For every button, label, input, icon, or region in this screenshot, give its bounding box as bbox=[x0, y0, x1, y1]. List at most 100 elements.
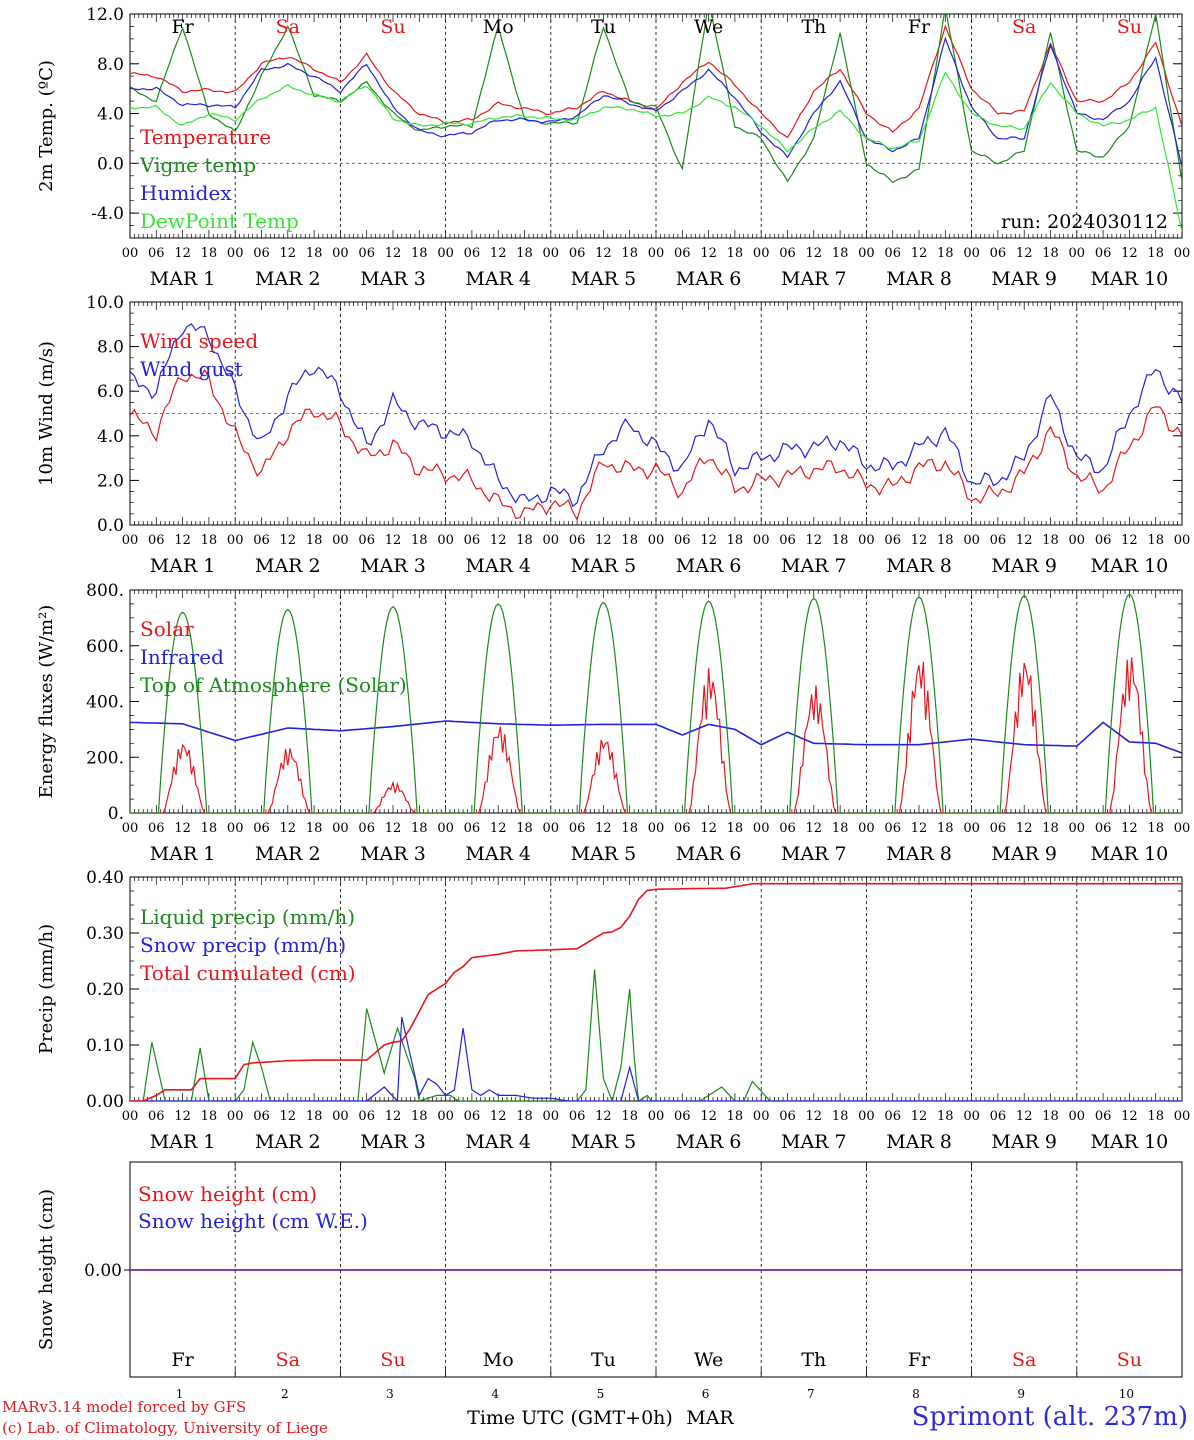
date-label: MAR 10 bbox=[1091, 843, 1169, 865]
hour-tick-label: 06 bbox=[148, 246, 165, 261]
y-tick-label: 10.0 bbox=[86, 293, 124, 313]
date-label: MAR 6 bbox=[676, 843, 742, 865]
hour-tick-label: 06 bbox=[358, 821, 375, 836]
y-tick-label: 8.0 bbox=[97, 55, 124, 75]
day-number-label: 6 bbox=[702, 1387, 710, 1401]
date-label: MAR 5 bbox=[571, 843, 637, 865]
hour-tick-label: 12 bbox=[911, 533, 928, 548]
date-label: MAR 3 bbox=[360, 843, 426, 865]
hour-tick-label: 00 bbox=[648, 1109, 665, 1124]
hour-tick-label: 06 bbox=[674, 1109, 691, 1124]
hour-tick-label: 18 bbox=[621, 821, 638, 836]
hour-tick-label: 06 bbox=[779, 821, 796, 836]
y-tick-label: 8.0 bbox=[97, 338, 124, 358]
y-tick-label: 0.0 bbox=[97, 516, 124, 536]
series-line-temperature bbox=[130, 24, 1182, 139]
hour-tick-label: 18 bbox=[1042, 533, 1059, 548]
hour-tick-label: 06 bbox=[253, 246, 270, 261]
hour-tick-label: 18 bbox=[1042, 821, 1059, 836]
hour-tick-label: 18 bbox=[306, 821, 323, 836]
date-label: MAR 9 bbox=[991, 843, 1057, 865]
hour-tick-label: 00 bbox=[963, 1109, 980, 1124]
hour-tick-label: 00 bbox=[858, 821, 875, 836]
hour-tick-label: 12 bbox=[174, 1109, 191, 1124]
hour-tick-label: 00 bbox=[543, 821, 560, 836]
hour-tick-label: 00 bbox=[543, 1109, 560, 1124]
weekday-label-bottom: We bbox=[694, 1349, 723, 1371]
weekday-label-top: Fr bbox=[171, 16, 194, 38]
hour-tick-label: 00 bbox=[122, 533, 139, 548]
hour-tick-label: 12 bbox=[1016, 1109, 1033, 1124]
hour-tick-label: 00 bbox=[227, 1109, 244, 1124]
y-axis-label: 2m Temp. (ºC) bbox=[36, 60, 57, 192]
weekday-label-bottom: Fr bbox=[908, 1349, 931, 1371]
hour-tick-label: 00 bbox=[543, 533, 560, 548]
x-minor-ticks bbox=[129, 14, 1183, 238]
run-label: run: 2024030112 bbox=[1001, 211, 1168, 233]
hour-tick-label: 12 bbox=[700, 821, 717, 836]
date-label: MAR 8 bbox=[886, 843, 952, 865]
hour-tick-label: 12 bbox=[595, 1109, 612, 1124]
hour-tick-label: 06 bbox=[148, 533, 165, 548]
weekday-label-top: Th bbox=[801, 16, 826, 38]
y-minor-ticks bbox=[130, 589, 1182, 814]
y-axis-label: Precip (mm/h) bbox=[36, 924, 57, 1054]
day-number-label: 4 bbox=[491, 1387, 499, 1401]
date-label: MAR 10 bbox=[1091, 268, 1169, 290]
date-label: MAR 7 bbox=[781, 843, 847, 865]
hour-tick-label: 18 bbox=[832, 246, 849, 261]
hour-tick-label: 00 bbox=[1174, 821, 1191, 836]
hour-tick-label: 12 bbox=[595, 533, 612, 548]
weekday-label-bottom: Tu bbox=[591, 1349, 616, 1371]
hour-tick-label: 00 bbox=[437, 246, 454, 261]
hour-tick-label: 06 bbox=[358, 1109, 375, 1124]
hour-tick-label: 18 bbox=[411, 1109, 428, 1124]
date-label: MAR 4 bbox=[465, 555, 531, 577]
hour-tick-label: 12 bbox=[385, 246, 402, 261]
hour-tick-label: 00 bbox=[858, 246, 875, 261]
weekday-label-top: Fr bbox=[908, 16, 931, 38]
day-number-label: 10 bbox=[1119, 1387, 1134, 1401]
legend-entry: Liquid precip (mm/h) bbox=[140, 905, 355, 929]
hour-tick-label: 12 bbox=[806, 821, 823, 836]
y-axis-label: Snow height (cm) bbox=[36, 1189, 57, 1350]
hour-tick-label: 06 bbox=[358, 246, 375, 261]
y-tick-label: 4.0 bbox=[97, 105, 124, 125]
hour-tick-label: 12 bbox=[700, 1109, 717, 1124]
hour-tick-label: 00 bbox=[122, 821, 139, 836]
weekday-label-bottom: Mo bbox=[483, 1349, 514, 1371]
hour-tick-label: 00 bbox=[963, 246, 980, 261]
date-label: MAR 4 bbox=[465, 843, 531, 865]
hour-tick-label: 06 bbox=[1095, 246, 1112, 261]
hour-tick-label: 06 bbox=[464, 821, 481, 836]
hour-tick-label: 12 bbox=[174, 533, 191, 548]
hour-tick-label: 12 bbox=[385, 1109, 402, 1124]
hour-tick-label: 18 bbox=[832, 533, 849, 548]
hour-tick-label: 06 bbox=[1095, 821, 1112, 836]
date-label: MAR 2 bbox=[255, 268, 321, 290]
hour-tick-label: 06 bbox=[884, 533, 901, 548]
hour-tick-label: 00 bbox=[227, 533, 244, 548]
hour-tick-label: 06 bbox=[464, 1109, 481, 1124]
date-label: MAR 1 bbox=[150, 1131, 216, 1153]
hour-tick-label: 00 bbox=[332, 533, 349, 548]
date-label: MAR 8 bbox=[886, 1131, 952, 1153]
weekday-label-top: Su bbox=[380, 16, 405, 38]
series-line-infrared bbox=[130, 720, 1182, 754]
hour-tick-label: 12 bbox=[490, 1109, 507, 1124]
x-minor-ticks bbox=[129, 877, 1183, 1101]
hour-tick-label: 12 bbox=[1121, 246, 1138, 261]
hour-tick-label: 00 bbox=[543, 246, 560, 261]
date-label: MAR 10 bbox=[1091, 1131, 1169, 1153]
hour-tick-label: 00 bbox=[648, 533, 665, 548]
hour-tick-label: 00 bbox=[1174, 533, 1191, 548]
day-number-label: 2 bbox=[281, 1387, 289, 1401]
hour-tick-label: 12 bbox=[280, 533, 297, 548]
weekday-label-bottom: Fr bbox=[171, 1349, 194, 1371]
weekday-label-bottom: Sa bbox=[1012, 1349, 1036, 1371]
day-number-label: 7 bbox=[807, 1387, 815, 1401]
hour-tick-label: 12 bbox=[1121, 821, 1138, 836]
hour-tick-label: 00 bbox=[753, 821, 770, 836]
hour-tick-label: 12 bbox=[1016, 533, 1033, 548]
series-layer bbox=[130, 323, 1182, 522]
